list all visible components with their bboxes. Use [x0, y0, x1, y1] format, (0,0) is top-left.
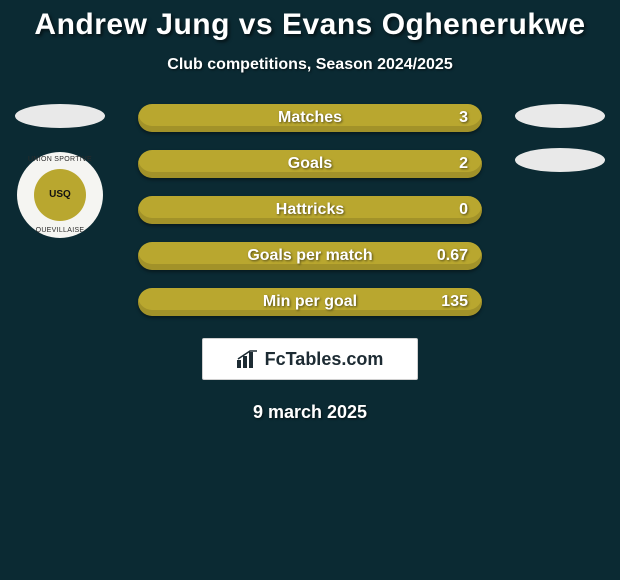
page-title: Andrew Jung vs Evans Oghenerukwe	[0, 0, 620, 42]
badge-ring-top: UNION SPORTIVE	[17, 156, 103, 163]
stat-label: Goals	[288, 155, 332, 173]
stat-label: Matches	[278, 109, 342, 127]
stat-value: 0	[459, 201, 468, 219]
left-player-column: UNION SPORTIVE USQ QUEVILLAISE	[0, 104, 120, 238]
badge-ring-bottom: QUEVILLAISE	[17, 227, 103, 234]
stat-label: Min per goal	[263, 293, 357, 311]
club-badge-placeholder	[515, 148, 605, 172]
bar-chart-icon	[237, 350, 259, 368]
stat-bar: Goals per match 0.67	[138, 242, 482, 270]
player-photo-placeholder	[515, 104, 605, 128]
stat-value: 3	[459, 109, 468, 127]
stat-bar: Matches 3	[138, 104, 482, 132]
comparison-area: UNION SPORTIVE USQ QUEVILLAISE Matches 3…	[0, 104, 620, 423]
stat-bars: Matches 3 Goals 2 Hattricks 0 Goals per …	[138, 104, 482, 316]
page-subtitle: Club competitions, Season 2024/2025	[0, 56, 620, 74]
brand-badge: FcTables.com	[202, 338, 418, 380]
brand-text: FcTables.com	[265, 349, 384, 370]
stat-bar: Hattricks 0	[138, 196, 482, 224]
footer-date: 9 march 2025	[0, 402, 620, 423]
stat-bar: Min per goal 135	[138, 288, 482, 316]
right-player-column	[500, 104, 620, 192]
stat-value: 2	[459, 155, 468, 173]
badge-center-text: USQ	[34, 169, 86, 221]
player-photo-placeholder	[15, 104, 105, 128]
stat-label: Goals per match	[247, 247, 372, 265]
stat-label: Hattricks	[276, 201, 344, 219]
stat-value: 0.67	[437, 247, 468, 265]
club-badge: UNION SPORTIVE USQ QUEVILLAISE	[17, 152, 103, 238]
stat-bar: Goals 2	[138, 150, 482, 178]
stat-value: 135	[441, 293, 468, 311]
